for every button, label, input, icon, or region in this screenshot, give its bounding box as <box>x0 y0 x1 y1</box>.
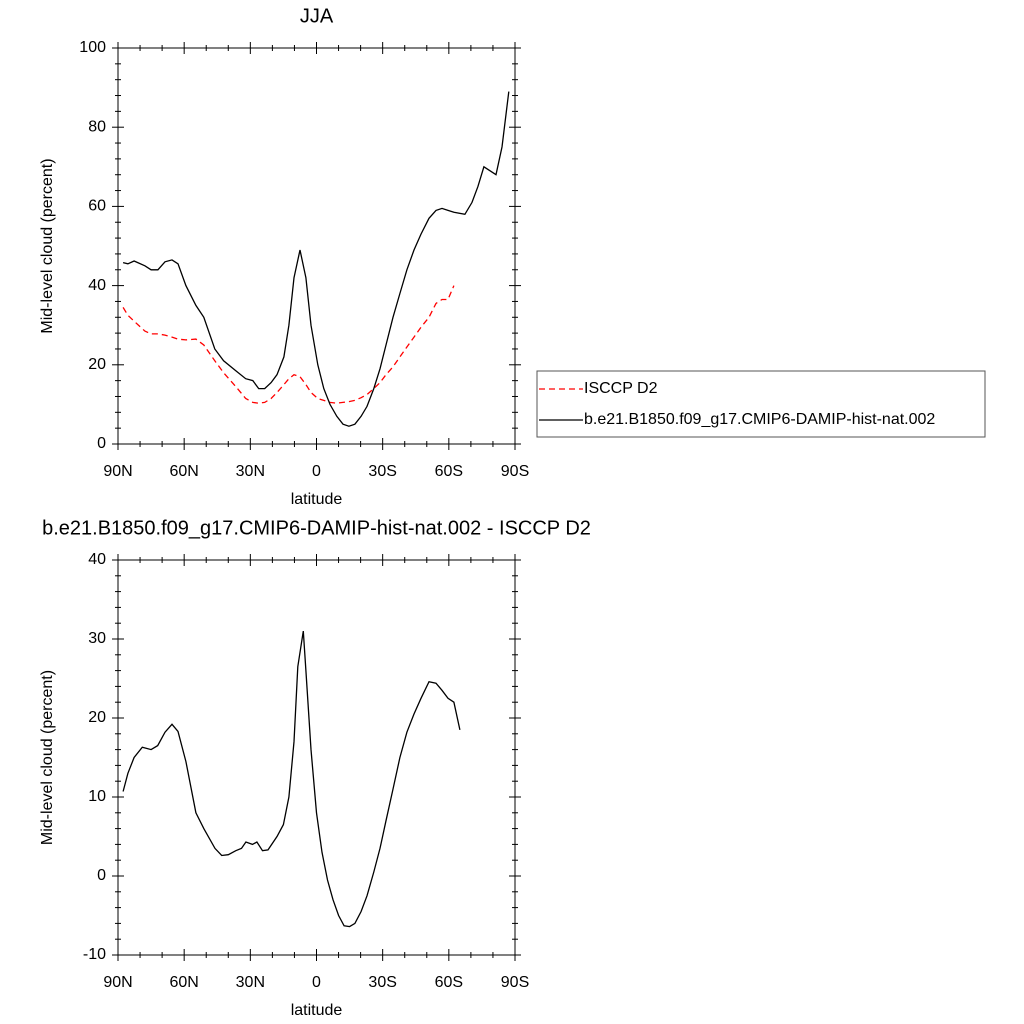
legend-label: b.e21.B1850.f09_g17.CMIP6-DAMIP-hist-nat… <box>584 411 935 428</box>
x-tick-label: 30S <box>368 974 396 991</box>
x-tick-label: 90N <box>103 974 132 991</box>
x-tick-label: 30S <box>368 463 396 480</box>
x-axis-label: latitude <box>291 1002 343 1019</box>
data-line <box>122 285 455 404</box>
y-tick-label: 0 <box>97 867 106 884</box>
y-axis-label: Mid-level cloud (percent) <box>39 670 56 845</box>
x-tick-label: 90N <box>103 463 132 480</box>
plot-frame <box>117 47 516 445</box>
y-tick-label: 40 <box>88 277 106 294</box>
x-tick-label: 30N <box>236 974 265 991</box>
y-tick-label: 0 <box>97 435 106 452</box>
x-tick-label: 0 <box>312 974 321 991</box>
x-tick-label: 60S <box>435 463 463 480</box>
y-tick-label: 20 <box>88 356 106 373</box>
y-tick-label: 40 <box>88 551 106 568</box>
x-tick-label: 90S <box>501 463 529 480</box>
x-tick-label: 60N <box>169 974 198 991</box>
chart-title: JJA <box>300 5 334 27</box>
y-tick-label: 10 <box>88 788 106 805</box>
y-tick-label: 100 <box>79 39 106 56</box>
y-tick-label: 60 <box>88 198 106 215</box>
x-tick-label: 60S <box>435 974 463 991</box>
x-tick-label: 30N <box>236 463 265 480</box>
y-tick-label: 20 <box>88 709 106 726</box>
y-axis-label: Mid-level cloud (percent) <box>39 158 56 333</box>
data-line <box>122 91 510 427</box>
y-tick-label: 80 <box>88 118 106 135</box>
legend-box <box>536 370 986 438</box>
plot-frame <box>117 559 516 956</box>
x-axis-label: latitude <box>291 491 343 508</box>
chart-title: b.e21.B1850.f09_g17.CMIP6-DAMIP-hist-nat… <box>42 517 591 539</box>
y-tick-label: -10 <box>83 946 106 963</box>
data-line <box>122 631 461 928</box>
legend-label: ISCCP D2 <box>584 380 658 397</box>
x-tick-label: 60N <box>169 463 198 480</box>
x-tick-label: 0 <box>312 463 321 480</box>
y-tick-label: 30 <box>88 630 106 647</box>
x-tick-label: 90S <box>501 974 529 991</box>
